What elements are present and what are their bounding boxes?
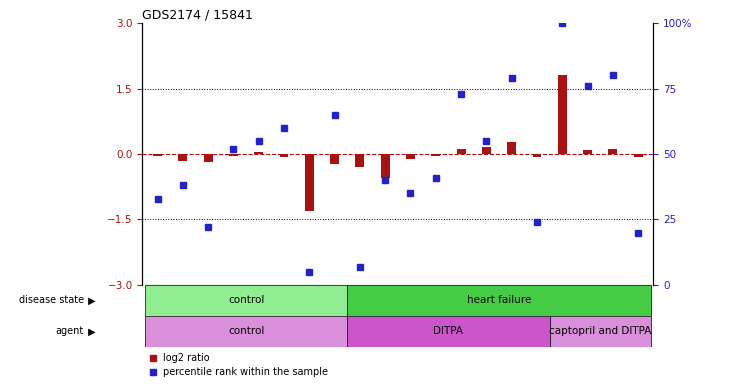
Bar (229, 154, 238, 156)
Text: ▶: ▶ (85, 326, 96, 336)
Bar (482, 147, 491, 154)
Text: log2 ratio: log2 ratio (163, 354, 210, 364)
Text: agent: agent (55, 326, 84, 336)
Bar (204, 154, 212, 162)
Bar (558, 75, 566, 154)
Bar (431, 154, 440, 156)
Bar (457, 149, 466, 154)
Bar (178, 154, 188, 161)
Text: percentile rank within the sample: percentile rank within the sample (163, 367, 328, 377)
Bar (583, 150, 592, 154)
Text: control: control (228, 326, 264, 336)
Text: ▶: ▶ (85, 295, 96, 305)
Bar (347, 316, 550, 347)
Bar (330, 154, 339, 164)
Bar (507, 142, 516, 154)
Bar (305, 154, 314, 211)
Bar (406, 154, 415, 159)
Bar (280, 154, 288, 157)
Bar (153, 154, 162, 156)
Text: heart failure: heart failure (467, 295, 531, 305)
Bar (608, 149, 618, 154)
Bar (550, 316, 651, 347)
Text: disease state: disease state (19, 295, 84, 305)
Text: control: control (228, 295, 264, 305)
Bar (356, 154, 364, 167)
Bar (254, 152, 263, 154)
Text: captopril and DITPA: captopril and DITPA (549, 326, 651, 336)
Bar (145, 285, 347, 316)
Bar (533, 154, 542, 157)
Bar (347, 285, 651, 316)
Bar (381, 154, 390, 178)
Bar (634, 154, 642, 157)
Bar (145, 316, 347, 347)
Text: GDS2174 / 15841: GDS2174 / 15841 (142, 9, 253, 22)
Text: DITPA: DITPA (434, 326, 464, 336)
